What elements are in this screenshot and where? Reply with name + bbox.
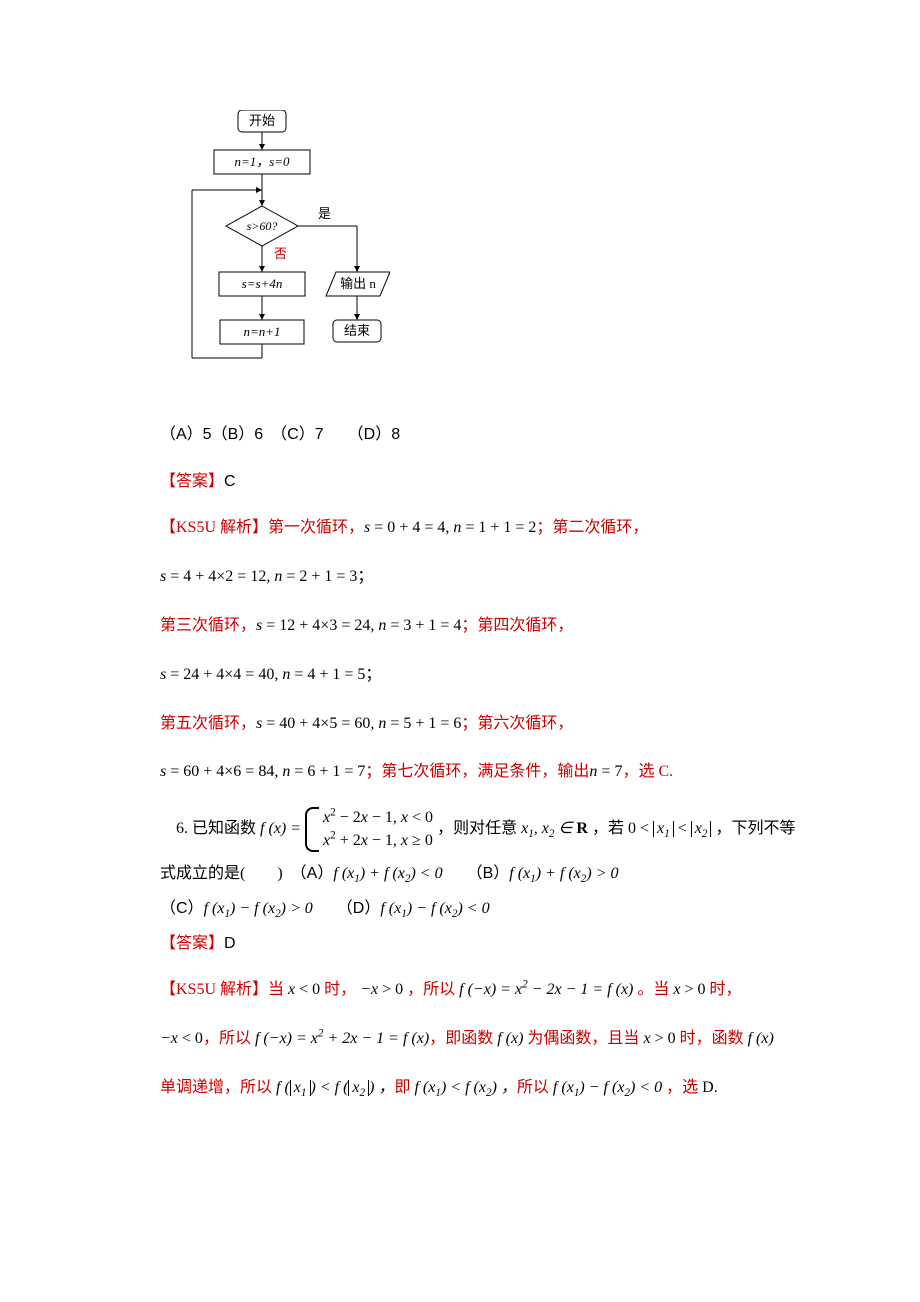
p6-num: 6. <box>176 820 192 837</box>
piecewise-fn: x2 − 2x − 1, x < 0 x2 + 2x − 1, x ≥ 0 <box>305 807 433 852</box>
a6-prefix: 【KS5U 解析】 <box>160 981 268 998</box>
answer-prefix: 【答案】 <box>160 473 224 490</box>
loop6-label: ；第六次循环， <box>461 715 573 732</box>
problem6-stem: 6. 已知函数 f (x) = x2 − 2x − 1, x < 0 x2 + … <box>160 807 810 852</box>
option-a: （A）5 <box>160 426 212 443</box>
analysis5-line1: 【KS5U 解析】第一次循环，s = 0 + 4 = 4, n = 1 + 1 … <box>160 514 810 543</box>
flow-yes-label: 是 <box>318 206 331 221</box>
loop1-label: 第一次循环， <box>268 519 364 536</box>
final: ，选 C. <box>622 763 673 780</box>
flow-end-label: 结束 <box>344 323 370 338</box>
flow-no-label: 否 <box>274 246 287 261</box>
flow-sstep-label: s=s+4n <box>242 276 283 291</box>
analysis5-line4: s = 24 + 4×4 = 40, n = 4 + 1 = 5； <box>160 661 810 690</box>
loop5-label: 第五次循环， <box>160 715 256 732</box>
loop4-label: ；第四次循环， <box>461 617 573 634</box>
flow-init-label: n=1，s=0 <box>234 154 290 169</box>
flowchart-diagram: 开始 n=1，s=0 s>60? 否 是 s=s+4n n=n+1 输出 n 结… <box>180 110 810 391</box>
answer6-letter: D <box>224 935 236 952</box>
problem5-options: （A）5（B）6 （C）7 （D）8 <box>160 421 810 450</box>
analysis5-line2: s = 4 + 4×2 = 12, n = 2 + 1 = 3； <box>160 563 810 592</box>
option-b: （B）6 <box>212 426 264 443</box>
flow-cond-label: s>60? <box>247 219 278 233</box>
flow-nstep-label: n=n+1 <box>243 324 280 339</box>
option-d: （D）8 <box>356 426 400 443</box>
flow-output-label: 输出 n <box>340 276 376 291</box>
answer5: 【答案】C <box>160 468 810 497</box>
analysis5-line3: 第三次循环，s = 12 + 4×3 = 24, n = 3 + 1 = 4；第… <box>160 612 810 641</box>
answer6-prefix: 【答案】 <box>160 935 224 952</box>
problem6-opts-line2: （C）f (x1) − f (x2) > 0 （D）f (x1) − f (x2… <box>160 895 810 924</box>
post2: ； <box>357 568 373 585</box>
post4: ； <box>365 666 381 683</box>
loop7-label: ；第七次循环，满足条件，输出 <box>365 763 589 780</box>
analysis5-line5: 第五次循环，s = 40 + 4×5 = 60, n = 5 + 1 = 6；第… <box>160 710 810 739</box>
analysis6-line1: 【KS5U 解析】当 x < 0 时， −x > 0 ，所以 f (−x) = … <box>160 976 810 1005</box>
flow-start-label: 开始 <box>249 113 275 128</box>
analysis6-line2: −x < 0，所以 f (−x) = x2 + 2x − 1 = f (x)，即… <box>160 1025 810 1054</box>
option-c: （C）7 <box>279 426 323 443</box>
problem6-opts-line1: 式成立的是( ) （A）f (x1) + f (x2) < 0 （B）f (x1… <box>160 860 810 889</box>
analysis-prefix: 【KS5U 解析】 <box>160 519 268 536</box>
answer6: 【答案】D <box>160 930 810 959</box>
answer-letter: C <box>224 473 236 490</box>
analysis6-line3: 单调递增，所以 f (x1) < f (x2) ，即 f (x1) < f (x… <box>160 1074 810 1103</box>
analysis5-line6: s = 60 + 4×6 = 84, n = 6 + 1 = 7；第七次循环，满… <box>160 758 810 787</box>
loop2-label: ；第二次循环， <box>536 519 648 536</box>
loop3-label: 第三次循环， <box>160 617 256 634</box>
